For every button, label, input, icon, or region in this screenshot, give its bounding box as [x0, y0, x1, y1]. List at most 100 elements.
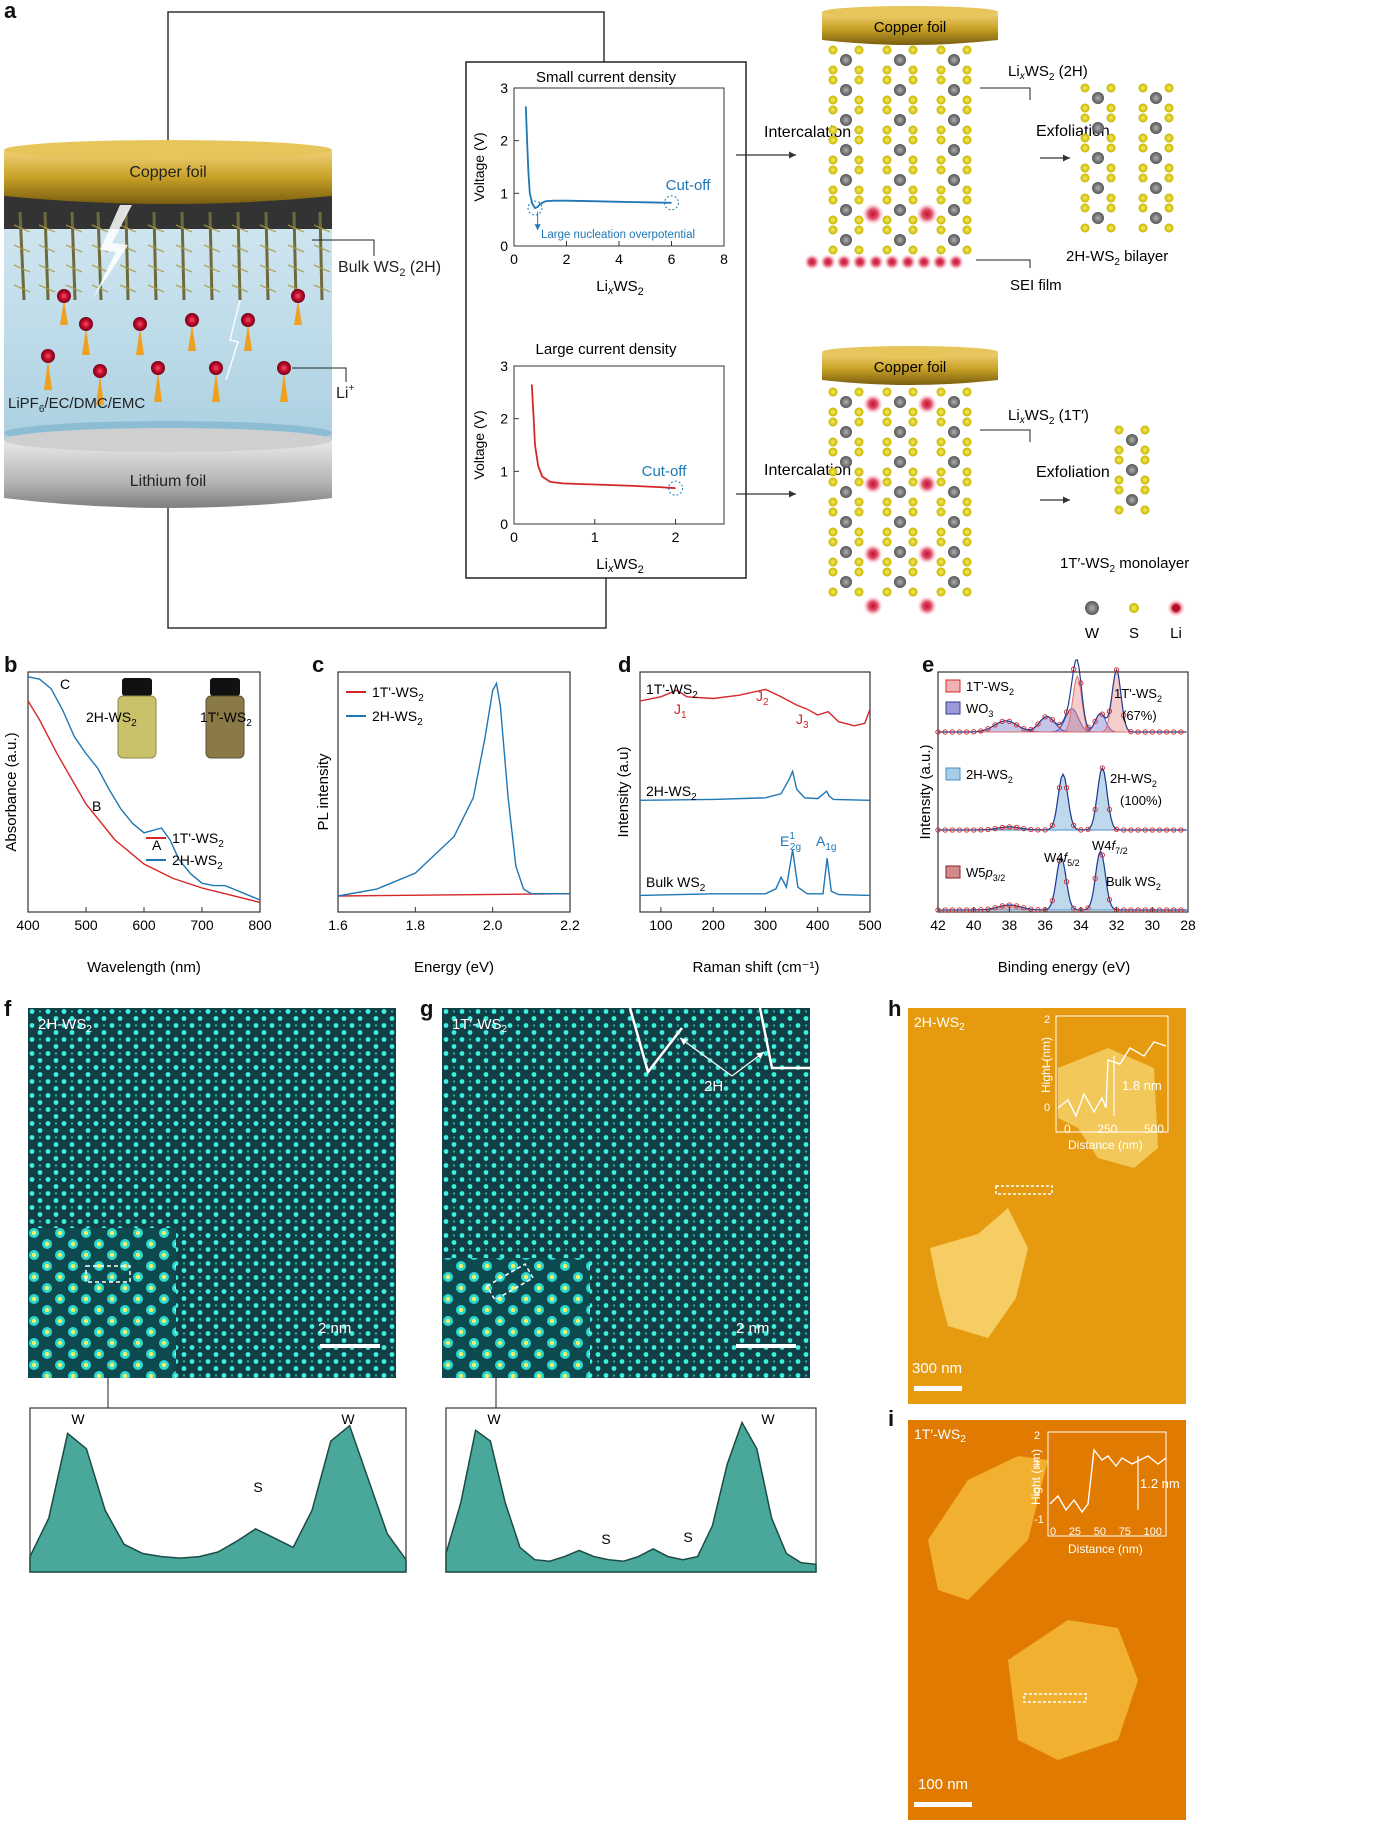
large-current-title: Large current density [536, 341, 677, 358]
panel-c: PL intensity Energy (eV) 1.6 1.8 2.0 2.2 1T… [315, 671, 580, 976]
b-series-1 [27, 676, 261, 901]
e-data-2-11 [1013, 903, 1020, 909]
bilayer-a-s-3-c [1080, 193, 1090, 203]
bilayer-b-s-0-b [1164, 83, 1174, 93]
col1t-1-w-3 [894, 486, 906, 498]
e-data-0-22 [1092, 718, 1098, 725]
col1t-0-s-4-c [828, 527, 838, 537]
col1t-2-s-2-a [936, 447, 946, 457]
afm-profile-box-1t [1023, 1693, 1087, 1703]
cutoff-label-large: Cut-off [642, 463, 688, 480]
col1t-0-s-6-c [828, 587, 838, 597]
peak-label-a: A [152, 837, 162, 853]
panel-d: Intensity (a.u) Raman shift (cm⁻¹) 100 20… [615, 671, 882, 976]
col1t-1-s-4-b [908, 507, 918, 517]
col1t-2-s-5-c [936, 557, 946, 567]
e-envelope-2 [938, 849, 1187, 911]
mono-s-1-b [1140, 455, 1150, 465]
col1t-2-s-5-d [962, 557, 972, 567]
bilayer-b-s-0-c [1138, 103, 1148, 113]
bilayer-b-s-3-d [1164, 193, 1174, 203]
b-xtick-800: 800 [248, 917, 272, 933]
e-data-2-21 [1085, 905, 1091, 911]
col1t-2-w-0 [948, 396, 960, 408]
c-ylabel: PL intensity [315, 753, 332, 830]
e-data-2-22 [1092, 875, 1098, 882]
col1t-1-s-1-d [908, 437, 918, 447]
col2h-2-w-5 [948, 204, 960, 216]
col1t-0-s-1-b [854, 417, 864, 427]
bilayer-a-s-2-a [1080, 143, 1090, 153]
scale-bar-f [320, 1344, 380, 1348]
col1t-1-s-2-d [908, 467, 918, 477]
bilayer-b-s-1-b [1164, 113, 1174, 123]
lightning-icon [92, 205, 132, 300]
small-ytick-1: 1 [500, 185, 508, 201]
bulk-ws2-label: Bulk WS2 (2H) [338, 259, 441, 279]
col1t-2-w-5 [948, 546, 960, 558]
col1t-1-w-0 [894, 396, 906, 408]
monolayer-structure [1114, 425, 1150, 515]
e-xlabel: Binding energy (eV) [998, 959, 1131, 976]
e-annot-2h: 2H-WS2 [1110, 771, 1157, 789]
col1t-2-s-4-d [962, 527, 972, 537]
col2h-0-w-3 [840, 144, 852, 156]
col1t-1-s-2-b [908, 447, 918, 457]
d-xtick-500: 500 [858, 917, 882, 933]
vial-2h [117, 678, 157, 759]
mono-w-1 [1126, 464, 1138, 476]
e-data-0-17 [1056, 722, 1063, 728]
e-data-0-30 [1149, 729, 1155, 735]
panel-label-a: a [4, 0, 17, 23]
col1t-1-s-0-b [908, 387, 918, 397]
sei-li-1 [820, 254, 836, 270]
col1t-2-s-2-c [936, 467, 946, 477]
col1t-1-w-1 [894, 426, 906, 438]
line-profile-2h [29, 1424, 407, 1573]
col1t-0-s-5-b [854, 537, 864, 547]
c-xlabel: Energy (eV) [414, 959, 494, 976]
li-1t-2 [863, 474, 883, 494]
bilayer-a-s-4-a [1080, 203, 1090, 213]
e-data-0-2 [949, 729, 955, 735]
col2h-2-s-6-a [936, 225, 946, 235]
large-ytick-3: 3 [500, 358, 508, 374]
afm-xticks-1t: 0 25 50 75 100 [1050, 1526, 1162, 1538]
col2h-1-s-3-b [908, 135, 918, 145]
afm-image-1t: 1T′-WS2 1.2 nm 100 nm 0 25 50 75 100 Distanc… [908, 1420, 1186, 1820]
e-data-0-26 [1121, 712, 1127, 718]
e-data-2-26 [1121, 907, 1127, 913]
small-current-plot: Small current density 0 2 4 6 8 0 1 2 3 [500, 69, 728, 267]
bilayer-b-w-4 [1150, 212, 1162, 224]
col1t-1-s-4-d [908, 527, 918, 537]
col1t-2-w-4 [948, 516, 960, 528]
e-xtick-40: 40 [966, 917, 982, 933]
bilayer-structure [1080, 83, 1174, 233]
small-current-curve [524, 106, 672, 210]
e-data-1-33 [1171, 827, 1177, 833]
mono-s-0-d [1140, 445, 1150, 455]
afm-height-2h: 1.8 nm [1122, 1078, 1162, 1093]
col2h-0-s-6-a [828, 225, 838, 235]
col1t-1-w-6 [894, 576, 906, 588]
col1t-0-s-4-d [854, 527, 864, 537]
b-ylabel: Absorbance (a.u.) [3, 732, 20, 851]
d-ylabel: Intensity (a.u) [615, 747, 632, 838]
afm-profile-box-2h [995, 1185, 1053, 1195]
profile-f-area [29, 1424, 407, 1573]
sei-film-label: SEI film [1010, 277, 1062, 294]
e-data-0-5 [971, 729, 977, 735]
sei-li-7 [916, 254, 932, 270]
col2h-1-s-2-d [908, 125, 918, 135]
e-data-1-22 [1092, 806, 1098, 813]
bilayer-b-w-3 [1150, 182, 1162, 194]
peak-j1: J1 [674, 701, 687, 721]
bilayer-b-s-1-a [1138, 113, 1148, 123]
e-data-0-12 [1021, 725, 1027, 732]
profile-g-area [445, 1420, 817, 1573]
scale-label-i: 100 nm [918, 1776, 969, 1793]
e-legend-swatch-w5p [945, 865, 961, 879]
col2h-0-s-2-a [828, 105, 838, 115]
large-xtick-2: 2 [672, 529, 680, 545]
col2h-2-s-6-b [962, 225, 972, 235]
